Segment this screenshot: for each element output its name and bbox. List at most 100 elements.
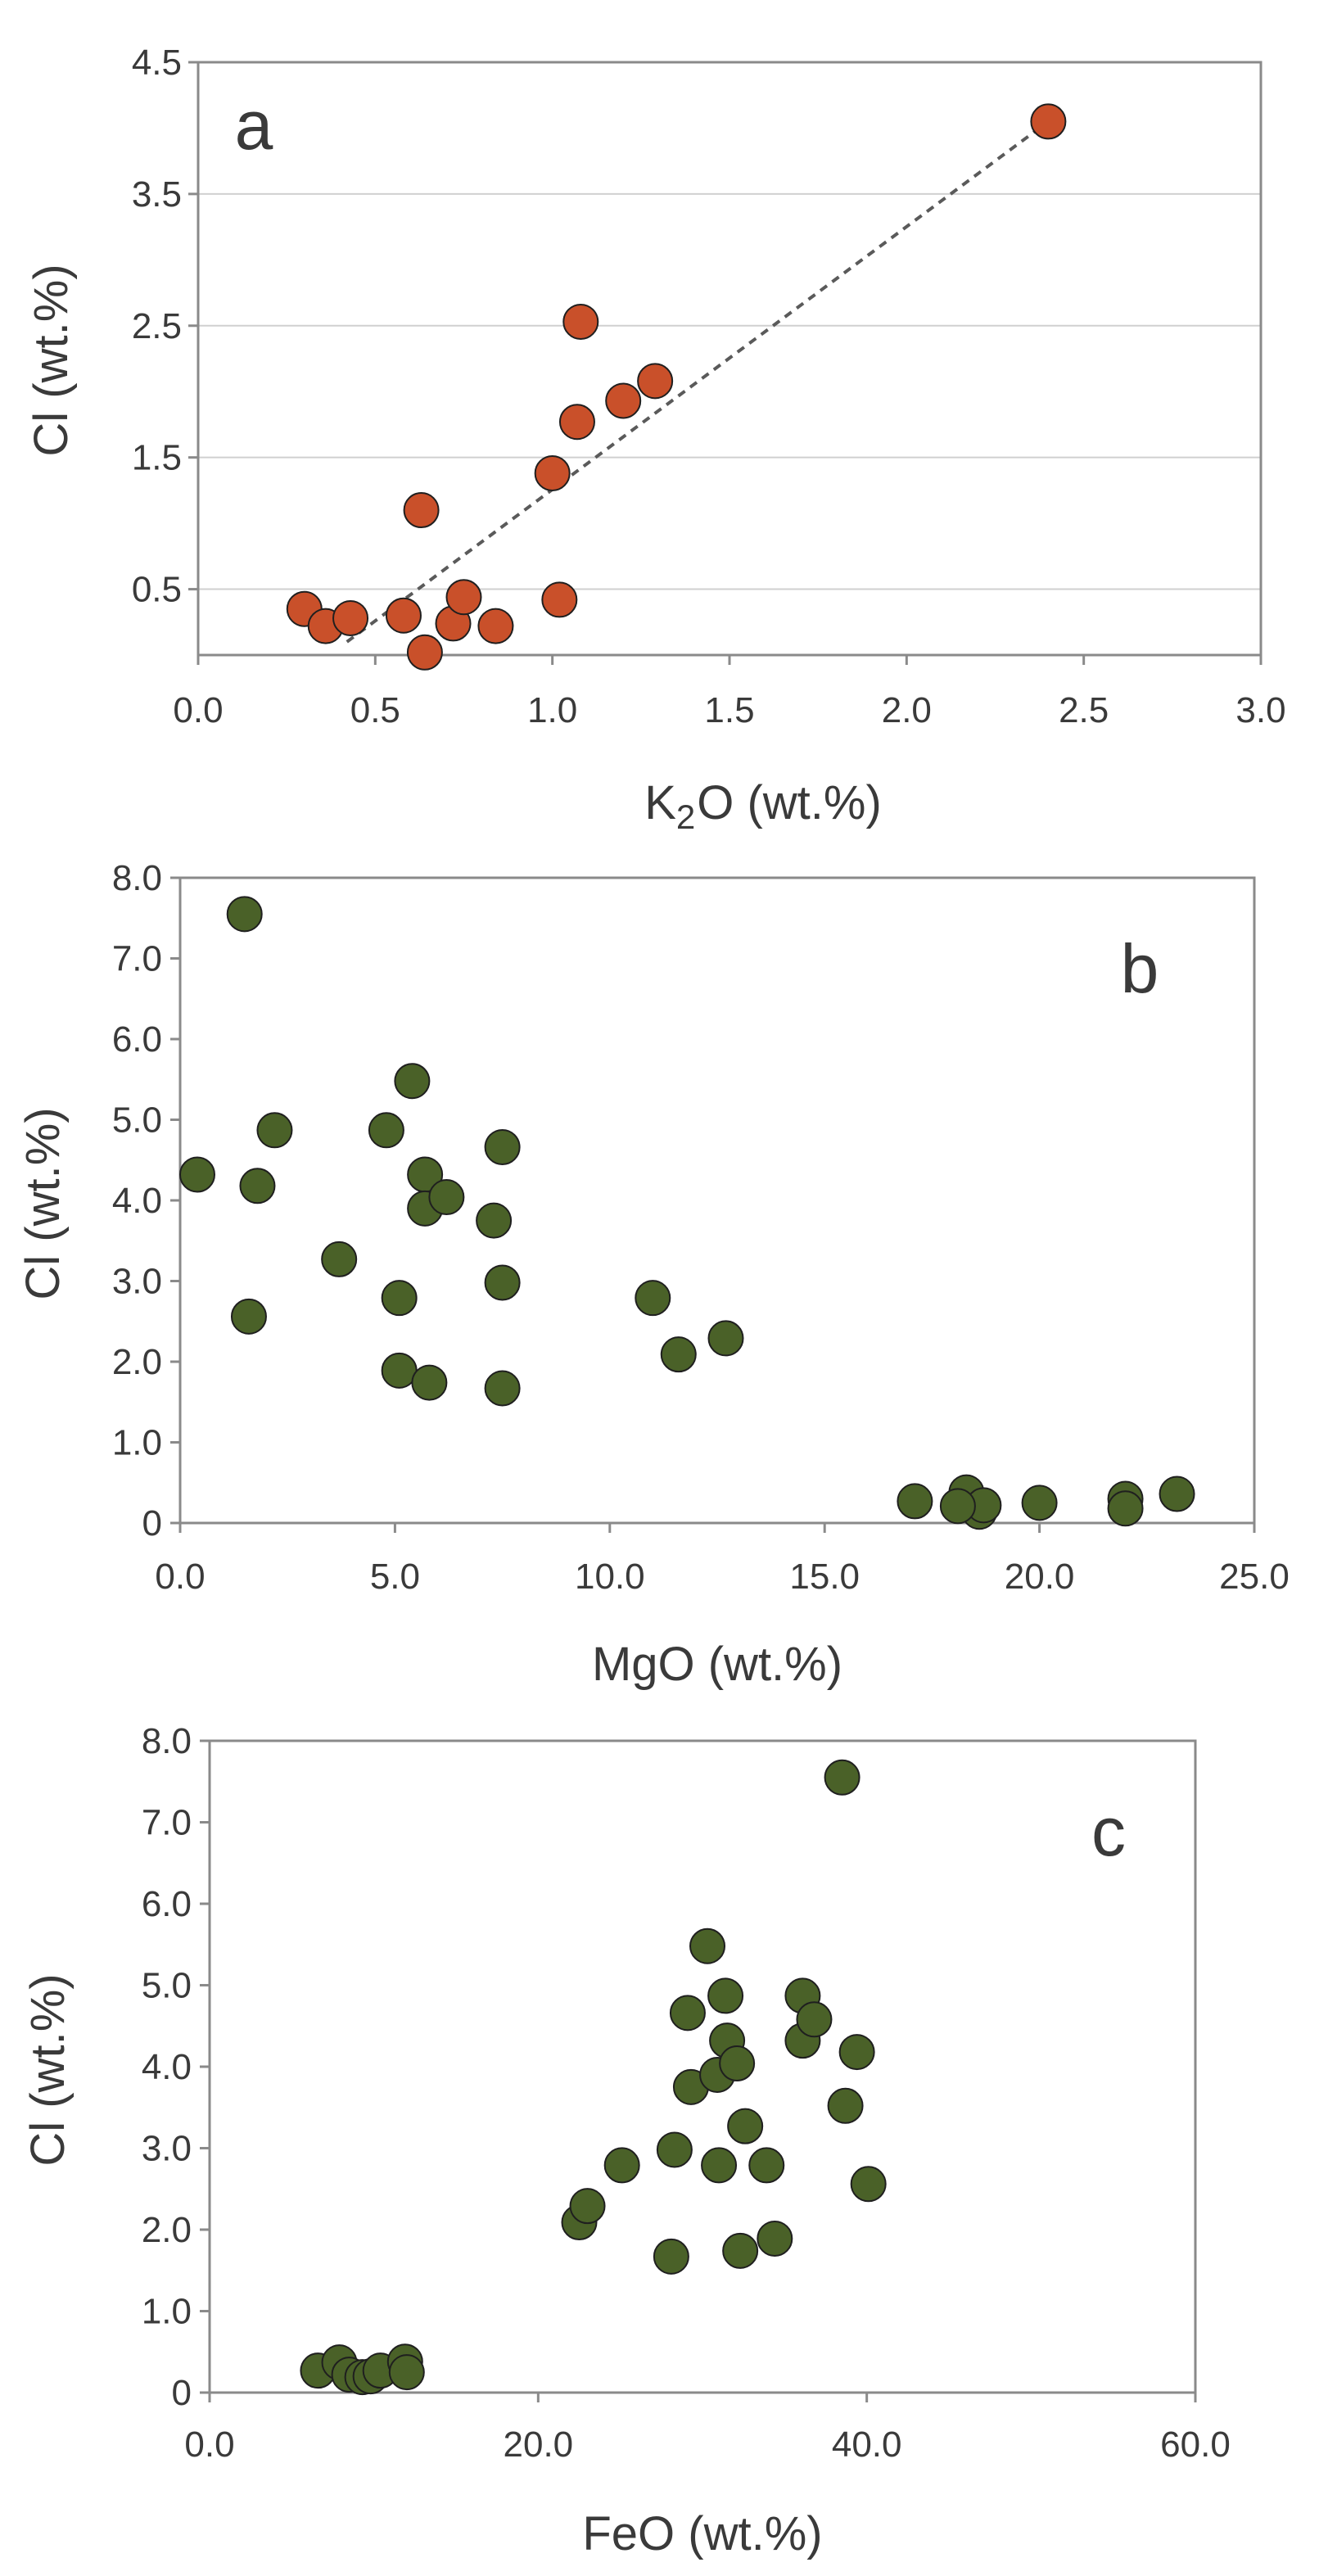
data-point [727, 2108, 764, 2144]
data-point [707, 1977, 744, 2014]
y-tick-label: 8.0 [112, 858, 162, 898]
data-point [1159, 1476, 1195, 1512]
data-point [635, 1280, 671, 1317]
data-point [558, 404, 595, 441]
y-axis-label: Cl (wt.%) [16, 1107, 70, 1299]
y-tick-label: 0 [172, 2373, 192, 2413]
y-tick-label: 4.0 [142, 2047, 192, 2087]
data-point [850, 2166, 887, 2203]
data-point [411, 1364, 448, 1401]
y-tick-label: 1.0 [142, 2292, 192, 2332]
y-tick-label: 2.0 [142, 2210, 192, 2250]
y-tick-label: 3.0 [112, 1262, 162, 1302]
data-point [719, 2045, 756, 2082]
panel-b-chart: b Cl (wt.%) MgO (wt.%) 0.0 5.0 10.0 15.0 20.… [16, 858, 1290, 1691]
panel-letter-b: b [1121, 930, 1159, 1007]
data-point [230, 1298, 267, 1335]
x-tick-label: 20.0 [1005, 1557, 1075, 1597]
x-tick-label: 0.0 [173, 690, 223, 730]
data-point [838, 2034, 875, 2071]
x-tick-label: 0.0 [155, 1557, 205, 1597]
data-point [226, 896, 263, 933]
data-point [256, 1112, 293, 1149]
y-tick-label: 0.5 [132, 570, 182, 610]
data-point [484, 1128, 521, 1165]
data-point [689, 1927, 726, 1964]
y-tick-label: 4.5 [132, 43, 182, 83]
panel-c-chart: c Cl (wt.%) FeO (wt.%) 0.0 20.0 40.0 60.0 0 1… [21, 1721, 1231, 2560]
y-tick-label: 5.0 [112, 1100, 162, 1141]
y-tick-label: 7.0 [142, 1803, 192, 1843]
data-point [178, 1156, 215, 1193]
data-point [321, 1241, 358, 1277]
x-tick-label: 3.0 [1235, 690, 1285, 730]
y-tick-label: 1.0 [112, 1423, 162, 1463]
data-point [381, 1352, 418, 1389]
data-point [534, 454, 571, 491]
x-axis-label: MgO (wt.%) [592, 1638, 842, 1691]
data-point [368, 1112, 404, 1149]
y-tick-label: 0 [142, 1503, 162, 1543]
data-point [562, 303, 599, 340]
data-point [1021, 1485, 1058, 1521]
x-axis-label-part: K [644, 776, 676, 829]
data-point [484, 1264, 521, 1301]
data-point [476, 1202, 513, 1239]
y-axis-label: Cl (wt.%) [21, 1973, 75, 2166]
y-tick-label: 3.0 [142, 2129, 192, 2169]
trendline [346, 120, 1050, 644]
x-tick-label: 0.0 [184, 2425, 234, 2465]
data-point [403, 492, 440, 529]
x-axis-label: K2O (wt.%) [644, 776, 882, 836]
data-point [394, 1063, 431, 1100]
data-point [445, 579, 482, 616]
data-point [406, 634, 443, 671]
y-tick-label: 8.0 [142, 1721, 192, 1761]
data-point [569, 2188, 606, 2225]
x-tick-label: 40.0 [832, 2425, 902, 2465]
y-tick-label: 5.0 [142, 1966, 192, 2006]
y-tick-label: 2.0 [112, 1342, 162, 1382]
x-tick-label: 25.0 [1219, 1557, 1290, 1597]
data-point [897, 1483, 933, 1520]
data-point [332, 599, 369, 636]
x-tick-label: 15.0 [789, 1557, 860, 1597]
data-point [541, 581, 578, 618]
y-tick-label: 4.0 [112, 1181, 162, 1221]
data-point [827, 2087, 864, 2124]
data-point [603, 2147, 640, 2184]
x-axis-label-part: O (wt.%) [697, 776, 882, 829]
data-point [239, 1168, 276, 1204]
data-point [796, 2001, 833, 2038]
data-point [722, 2232, 759, 2269]
data-point [653, 2238, 689, 2275]
data-point [484, 1370, 521, 1407]
panel-letter-c: c [1091, 1793, 1126, 1870]
y-axis-label: Cl (wt.%) [25, 264, 78, 456]
data-point [385, 597, 422, 634]
x-tick-label: 2.0 [882, 690, 932, 730]
data-point [1030, 103, 1067, 140]
x-tick-label: 60.0 [1160, 2425, 1231, 2465]
data-point [669, 1995, 706, 2031]
plot-frame [178, 876, 1256, 1525]
y-tick-label: 6.0 [142, 1884, 192, 1924]
data-point [477, 608, 514, 644]
x-tick-label: 0.5 [350, 690, 400, 730]
data-point [824, 1759, 860, 1796]
y-tick-label: 2.5 [132, 306, 182, 346]
data-point [637, 363, 674, 400]
x-tick-label: 5.0 [370, 1557, 420, 1597]
data-point [757, 2220, 793, 2257]
x-axis-label: FeO (wt.%) [582, 2507, 822, 2560]
data-point [656, 2131, 693, 2168]
x-tick-label: 10.0 [575, 1557, 645, 1597]
data-point [381, 1280, 418, 1317]
x-tick-label: 2.5 [1059, 690, 1109, 730]
x-tick-label: 1.5 [704, 690, 754, 730]
x-tick-label: 20.0 [504, 2425, 574, 2465]
data-point [707, 1320, 744, 1357]
data-point [605, 382, 642, 419]
y-tick-label: 6.0 [112, 1019, 162, 1060]
data-point [388, 2354, 425, 2391]
